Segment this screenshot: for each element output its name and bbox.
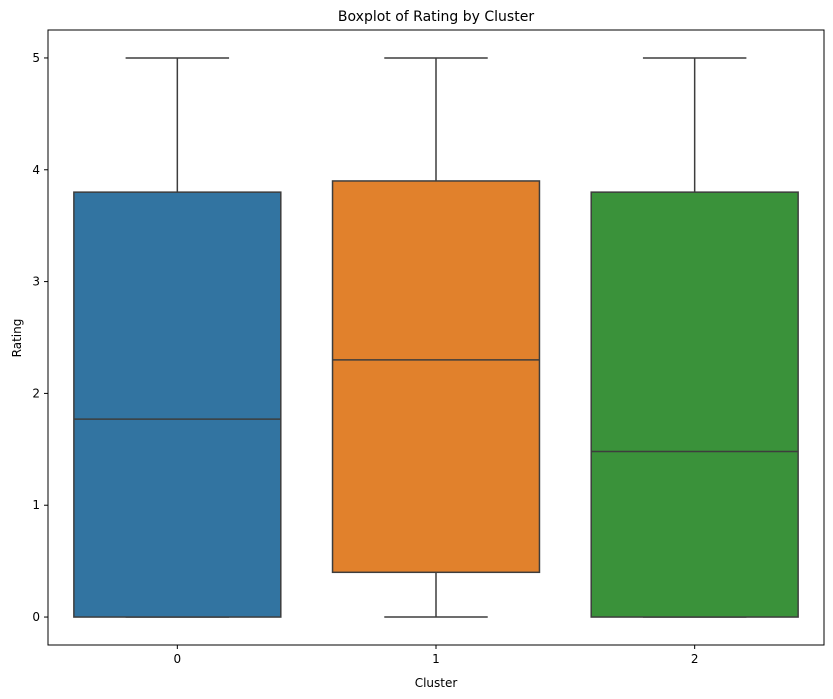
y-tick-label: 3 xyxy=(32,275,40,289)
box-cluster-1 xyxy=(331,57,541,618)
y-tick-label: 2 xyxy=(32,386,40,400)
box-cluster-2 xyxy=(590,57,799,618)
y-tick-label: 1 xyxy=(32,498,40,512)
chart-title: Boxplot of Rating by Cluster xyxy=(338,9,534,25)
iqr-box xyxy=(73,191,282,618)
boxes-layer xyxy=(73,57,799,618)
iqr-box xyxy=(590,191,799,618)
box-cluster-0 xyxy=(73,57,282,618)
x-axis-label: Cluster xyxy=(415,676,458,690)
x-tick-label: 2 xyxy=(691,652,699,666)
y-tick-label: 5 xyxy=(32,51,40,65)
x-axis: 0 1 2 xyxy=(174,645,699,666)
y-axis: 0 1 2 3 4 5 xyxy=(32,51,48,624)
iqr-box xyxy=(331,180,541,574)
x-tick-label: 0 xyxy=(174,652,182,666)
y-tick-label: 0 xyxy=(32,610,40,624)
x-tick-label: 1 xyxy=(432,652,440,666)
y-tick-label: 4 xyxy=(32,163,40,177)
y-axis-label: Rating xyxy=(10,319,24,358)
